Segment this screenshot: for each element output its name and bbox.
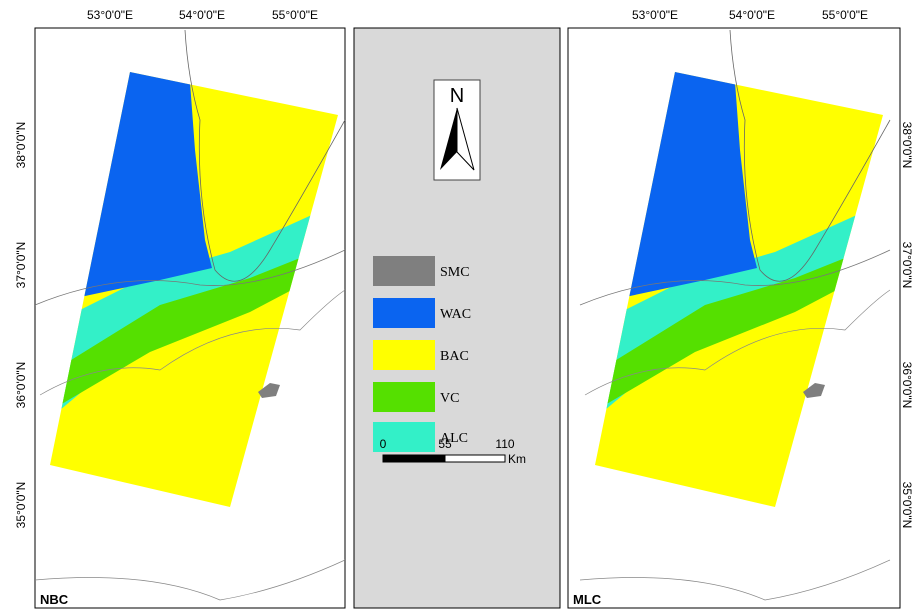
top-tick: 53°0'0"E <box>87 8 133 22</box>
swatch <box>373 382 435 412</box>
swatch <box>373 256 435 286</box>
swatch <box>373 340 435 370</box>
top-tick: 54°0'0"E <box>179 8 225 22</box>
side-tick: 38°0'0"N <box>14 122 28 169</box>
panel-label: MLC <box>573 592 602 607</box>
side-tick: 37°0'0"N <box>900 242 912 289</box>
scale-bar <box>445 455 505 462</box>
scale-unit: Km <box>508 452 526 466</box>
legend-label: WAC <box>440 307 471 322</box>
panel-label: NBC <box>40 592 69 607</box>
top-tick: 54°0'0"E <box>729 8 775 22</box>
top-tick: 53°0'0"E <box>632 8 678 22</box>
side-tick: 36°0'0"N <box>14 362 28 409</box>
figure: 53°0'0"E 54°0'0"E 55°0'0"E 38°0'0"N 37°0… <box>0 0 912 615</box>
scale-tick: 0 <box>380 437 387 451</box>
swatch <box>373 298 435 328</box>
north-label: N <box>450 85 464 107</box>
scale-tick: 110 <box>495 437 514 451</box>
top-tick: 55°0'0"E <box>272 8 318 22</box>
side-tick: 37°0'0"N <box>14 242 28 289</box>
scale-tick: 55 <box>438 437 452 451</box>
side-tick: 35°0'0"N <box>900 482 912 529</box>
legend-label: BAC <box>440 349 469 364</box>
top-tick: 55°0'0"E <box>822 8 868 22</box>
legend-label: VC <box>440 391 459 406</box>
side-tick: 38°0'0"N <box>900 122 912 169</box>
side-tick: 36°0'0"N <box>900 362 912 409</box>
legend-label: SMC <box>440 265 470 280</box>
side-tick: 35°0'0"N <box>14 482 28 529</box>
scale-bar <box>383 455 445 462</box>
